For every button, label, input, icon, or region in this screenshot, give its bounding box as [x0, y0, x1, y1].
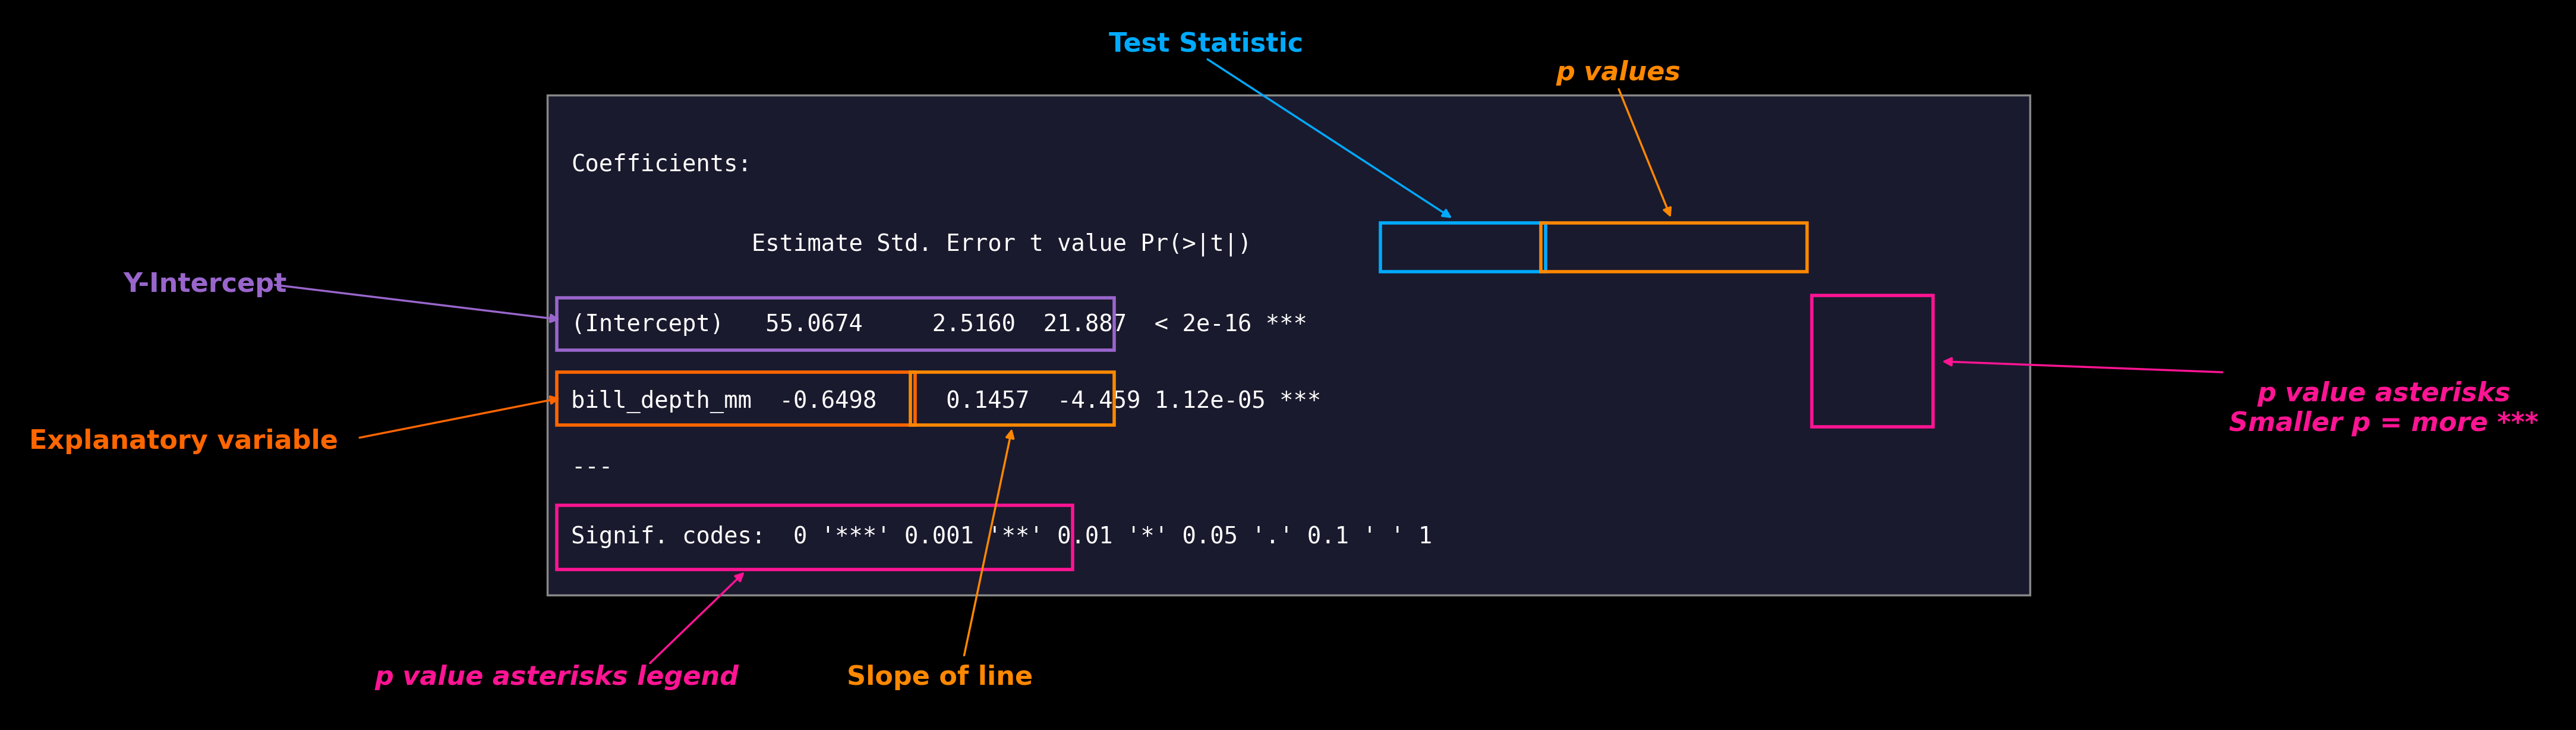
- Text: ---: ---: [572, 456, 613, 478]
- Text: Explanatory variable: Explanatory variable: [28, 429, 337, 455]
- Text: Coefficients:: Coefficients:: [572, 153, 752, 175]
- Text: p value asterisks legend: p value asterisks legend: [374, 664, 739, 691]
- Text: Slope of line: Slope of line: [848, 664, 1033, 691]
- Text: p value asterisks
Smaller p = more ***: p value asterisks Smaller p = more ***: [2228, 381, 2537, 437]
- Text: Test Statistic: Test Statistic: [1110, 31, 1303, 57]
- Text: Estimate Std. Error t value Pr(>|t|): Estimate Std. Error t value Pr(>|t|): [572, 233, 1309, 256]
- Text: bill_depth_mm  -0.6498     0.1457  -4.459 1.12e-05 ***: bill_depth_mm -0.6498 0.1457 -4.459 1.12…: [572, 390, 1321, 413]
- FancyBboxPatch shape: [546, 95, 2030, 595]
- Text: (Intercept)   55.0674     2.5160  21.887  < 2e-16 ***: (Intercept) 55.0674 2.5160 21.887 < 2e-1…: [572, 314, 1309, 336]
- Text: p values: p values: [1556, 60, 1680, 86]
- Text: Signif. codes:  0 '***' 0.001 '**' 0.01 '*' 0.05 '.' 0.1 ' ' 1: Signif. codes: 0 '***' 0.001 '**' 0.01 '…: [572, 526, 1432, 548]
- Text: Y-Intercept: Y-Intercept: [124, 272, 286, 298]
